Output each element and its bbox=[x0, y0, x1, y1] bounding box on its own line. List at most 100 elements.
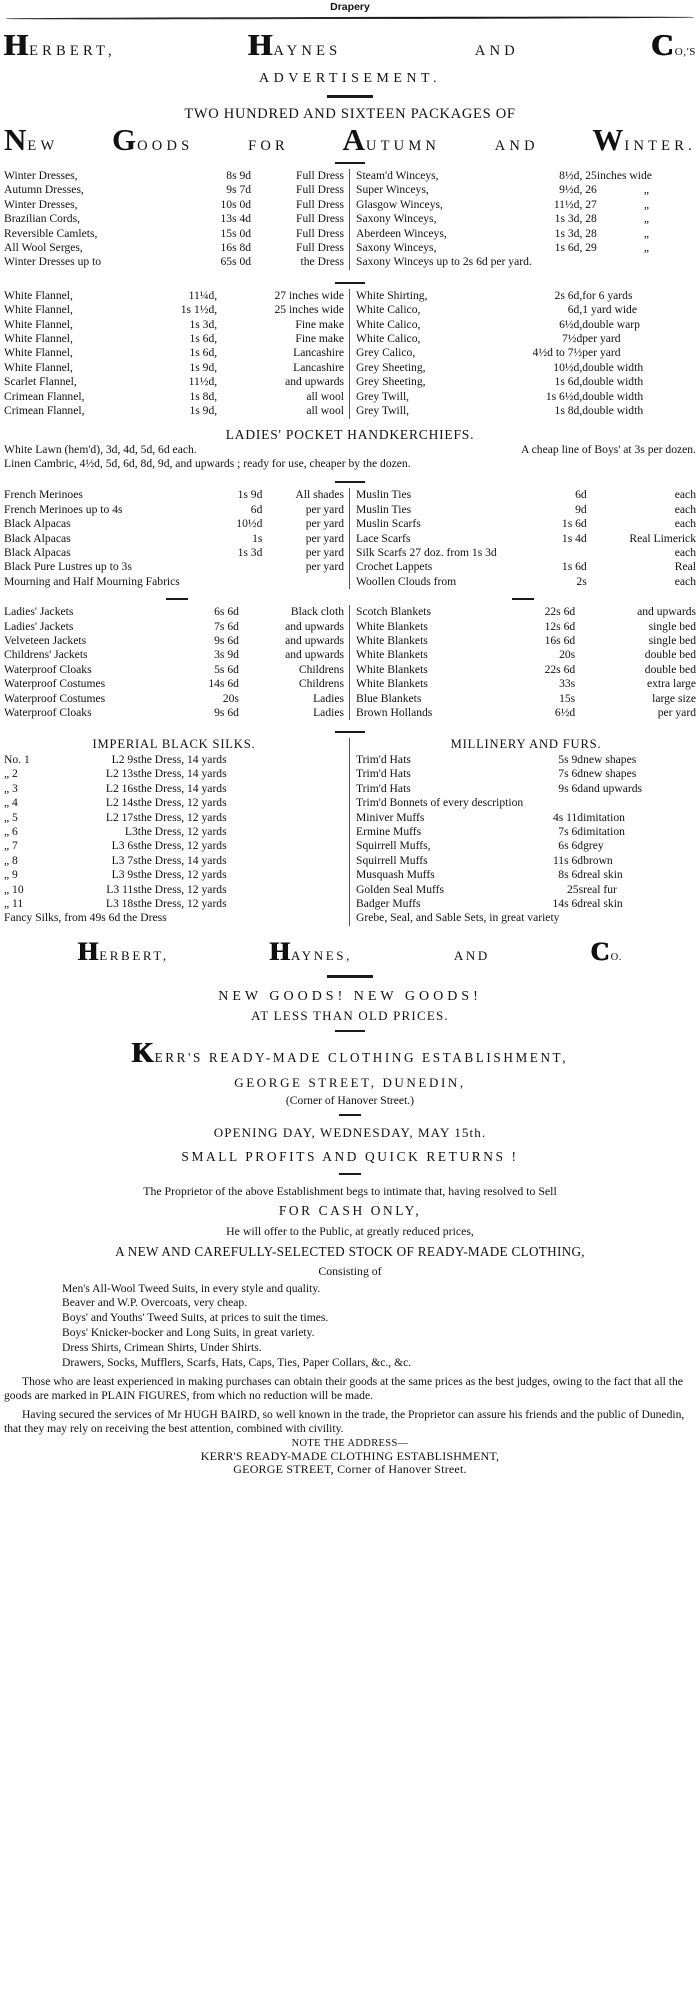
jackets-table: Ladies' Jackets 6s 6d Black cloth Ladies' … bbox=[0, 605, 700, 721]
kerrs-para-2: He will offer to the Public, at greatly … bbox=[226, 1223, 474, 1238]
table-row: Grebe, Seal, and Sable Sets, in great va… bbox=[356, 911, 560, 925]
table-row: Badger Muffs 14s 6d real skin bbox=[356, 897, 623, 911]
table-row: Velveteen Jackets 9s 6d and upwards bbox=[4, 633, 344, 647]
table-row: „ 4 L2 14s the Dress, 12 yards bbox=[4, 796, 227, 810]
kerrs-headline: K ERR'S READY-MADE CLOTHING ESTABLISHMEN… bbox=[0, 1032, 700, 1070]
table-row: Autumn Dresses, 9s 7d Full Dress bbox=[4, 183, 344, 197]
table-row: „ 8 L3 7s the Dress, 14 yards bbox=[4, 853, 227, 867]
masthead-goods-rest: OODS bbox=[137, 137, 194, 154]
rule-dash-7 bbox=[327, 975, 373, 979]
masthead-word-autumn: A UTUMN bbox=[342, 121, 441, 157]
table-row: Black Pure Lustres up to 3s per yard bbox=[4, 560, 344, 574]
jackets-left-column: Ladies' Jackets 6s 6d Black cloth Ladies' … bbox=[4, 605, 350, 721]
table-row: Grey Sheeting, 10½d, double width bbox=[356, 360, 644, 374]
kerrs-address: GEORGE STREET, DUNEDIN, bbox=[234, 1074, 466, 1090]
table-row: Trim'd Hats 9s 6d and upwards bbox=[356, 781, 643, 795]
table-row: Glasgow Winceys, 11½d, 27 „ bbox=[356, 197, 649, 211]
table-row: White Calico, 6½d, double warp bbox=[356, 317, 640, 331]
kerrs-profits: SMALL PROFITS AND QUICK RETURNS ! bbox=[181, 1149, 519, 1165]
millinery-title: MILLINERY AND FURS. bbox=[450, 737, 602, 752]
masthead-word-and: AND bbox=[474, 43, 519, 59]
table-row: Trim'd Bonnets of every description bbox=[356, 796, 524, 810]
masthead-word-haynes: H AYNES bbox=[248, 29, 341, 60]
table-row: „ 7 L3 6s the Dress, 12 yards bbox=[4, 839, 227, 853]
rule-dash-8 bbox=[335, 1030, 365, 1033]
table-row: French Merinoes up to 4s 6d per yard bbox=[4, 502, 344, 516]
table-row: White Blankets 16s 6d single bed bbox=[356, 633, 696, 647]
kerrs-para-4: Having secured the services of Mr HUGH B… bbox=[4, 1407, 685, 1436]
table-row: Musquash Muffs 8s 6d real skin bbox=[356, 868, 623, 882]
table-row: Fancy Silks, from 49s 6d the Dress bbox=[4, 911, 167, 925]
table-row: Black Alpacas 1s per yard bbox=[4, 531, 344, 545]
jackets-right-column: Scotch Blankets 22s 6d and upwards White B… bbox=[350, 605, 696, 720]
rule-dash-6 bbox=[335, 731, 365, 734]
rule-dash-4 bbox=[335, 481, 365, 484]
masthead-line-2: N EW G OODS FOR A UTUMN AND W INTER. bbox=[0, 121, 700, 157]
kerrs-stockline: A NEW AND CAREFULLY-SELECTED STOCK OF RE… bbox=[115, 1243, 585, 1259]
table-row: Waterproof Costumes 14s 6d Childrens bbox=[4, 677, 344, 691]
table-row: Winter Dresses, 10s 0d Full Dress bbox=[4, 197, 344, 211]
table-row: White Flannel, 1s 6d, Fine make bbox=[4, 332, 344, 346]
table-row: Ladies' Jackets 6s 6d Black cloth bbox=[4, 605, 344, 619]
list-item: Boys' Knicker-bocker and Long Suits, in … bbox=[62, 1326, 315, 1340]
table-row: Grey Calico, 4½d to 7½ per yard bbox=[356, 346, 621, 360]
flannel-left-column: White Flannel, 11¼d, 27 inches wide White … bbox=[4, 288, 350, 419]
list-item: Boys' and Youths' Tweed Suits, at prices… bbox=[62, 1311, 329, 1325]
table-row: „ 10 L3 11s the Dress, 12 yards bbox=[4, 882, 227, 896]
table-row: Waterproof Cloaks 5s 6d Childrens bbox=[4, 662, 344, 676]
table-row: Saxony Winceys up to 2s 6d per yard. bbox=[356, 255, 532, 269]
sig-dropcap-c: C bbox=[590, 936, 610, 966]
table-row: Aberdeen Winceys, 1s 3d, 28 „ bbox=[356, 226, 649, 240]
flannel-right-column: White Shirting, 2s 6d, for 6 yards White C… bbox=[350, 289, 696, 419]
kerrs-consisting: Consisting of bbox=[318, 1263, 382, 1278]
table-row: White Flannel, 1s 6d, Lancashire bbox=[4, 346, 344, 360]
silks-column: IMPERIAL BLACK SILKS. No. 1 L2 9s the Dres… bbox=[4, 737, 350, 926]
table-row: White Blankets 22s 6d double bed bbox=[356, 662, 696, 676]
table-row: White Shirting, 2s 6d, for 6 yards bbox=[356, 288, 633, 302]
sig-dropcap-h2: H bbox=[269, 936, 290, 966]
table-row: Miniver Muffs 4s 11d imitation bbox=[356, 810, 625, 824]
masthead-new-rest: EW bbox=[27, 137, 59, 154]
kerrs-dropcap-k: K bbox=[131, 1038, 154, 1070]
table-row: Saxony Winceys, 1s 6d, 29 „ bbox=[356, 241, 649, 255]
silks-title: IMPERIAL BLACK SILKS. bbox=[92, 737, 256, 752]
masthead-word-and2: AND bbox=[494, 138, 539, 154]
signature-word-co: C O. bbox=[590, 936, 622, 966]
page-folio: Drapery bbox=[330, 1, 370, 13]
table-row: White Calico, 6d, 1 yard wide bbox=[356, 303, 637, 317]
dropcap-a: A bbox=[342, 121, 365, 157]
table-row: All Wool Serges, 16s 8d Full Dress bbox=[4, 241, 344, 255]
table-row: Silk Scarfs 27 doz. from 1s 3d each bbox=[356, 545, 696, 559]
signature-word-herbert: H ERBERT, bbox=[78, 938, 169, 964]
table-row: White Flannel, 1s 3d, Fine make bbox=[4, 317, 344, 331]
table-row: Brazilian Cords, 13s 4d Full Dress bbox=[4, 212, 344, 226]
table-row: White Blankets 33s extra large bbox=[356, 677, 696, 691]
rule-dash-2 bbox=[335, 162, 365, 164]
table-row: Trim'd Hats 7s 6d new shapes bbox=[356, 767, 637, 781]
table-row: Ermine Muffs 7s 6d imitation bbox=[356, 825, 625, 838]
table-row: Ladies' Jackets 7s 6d and upwards bbox=[4, 619, 344, 633]
handkerchiefs-line-2: Linen Cambric, 4½d, 5d, 6d, 8d, 9d, and … bbox=[4, 457, 411, 471]
table-row: No. 1 L2 9s the Dress, 14 yards bbox=[4, 752, 227, 766]
table-row: Muslin Scarfs 1s 6d each bbox=[356, 517, 696, 531]
kerrs-lessthan: AT LESS THAN OLD PRICES. bbox=[251, 1008, 449, 1024]
merinoes-right-column: Muslin Ties 6d each Muslin Ties 9d each Musl… bbox=[350, 488, 696, 589]
rule-dash-1 bbox=[327, 95, 373, 98]
merinoes-left-column: French Merinoes 1s 9d All shades French Me… bbox=[4, 488, 350, 590]
table-row: White Calico, 7½d per yard bbox=[356, 332, 621, 346]
table-row: Waterproof Cloaks 9s 6d Ladies bbox=[4, 705, 344, 719]
dropcap-g: G bbox=[112, 121, 137, 157]
dropcap-w: W bbox=[592, 121, 624, 157]
table-row: White Blankets 20s double bed bbox=[356, 648, 696, 662]
kerrs-note-address: NOTE THE ADDRESS— bbox=[291, 1437, 409, 1449]
table-row: Childrens' Jackets 3s 9d and upwards bbox=[4, 648, 344, 662]
masthead-herbert-rest: ERBERT, bbox=[29, 42, 116, 59]
table-row: „ 2 L2 13s the Dress, 14 yards bbox=[4, 767, 227, 781]
dropcap-h1: H bbox=[4, 26, 29, 62]
handkerchiefs-boys: A cheap line of Boys' at 3s per dozen. bbox=[521, 443, 696, 456]
masthead-autumn-rest: UTUMN bbox=[365, 137, 441, 154]
rule-dash-10 bbox=[339, 1172, 361, 1175]
table-row: Black Alpacas 1s 3d per yard bbox=[4, 545, 344, 559]
kerrs-cash-only: FOR CASH ONLY, bbox=[278, 1203, 422, 1219]
table-row: Saxony Winceys, 1s 3d, 28 „ bbox=[356, 212, 649, 226]
